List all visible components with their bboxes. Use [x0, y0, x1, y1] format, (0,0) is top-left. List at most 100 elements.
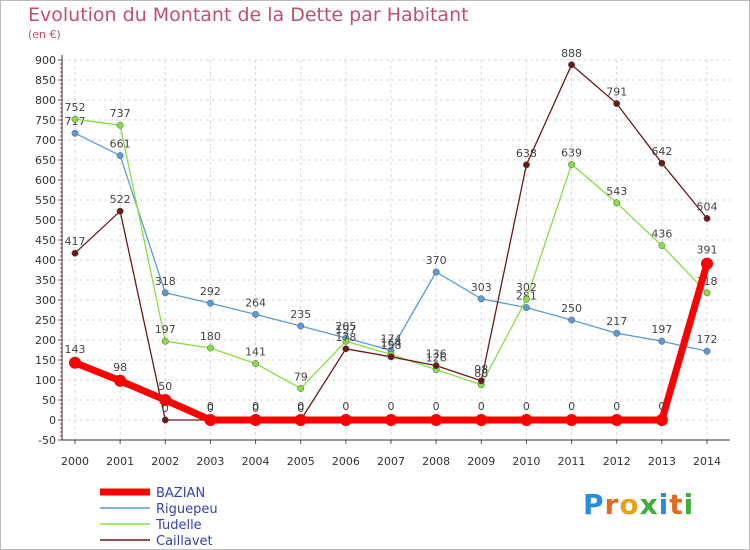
y-tick-label: 500 — [35, 214, 56, 227]
data-point — [610, 414, 623, 426]
data-label: 638 — [516, 147, 537, 160]
data-label: 98 — [113, 361, 127, 374]
x-tick-label: 2006 — [332, 455, 360, 468]
y-tick-label: 800 — [35, 94, 56, 107]
data-label: 436 — [651, 228, 672, 241]
data-label: 197 — [155, 323, 176, 336]
data-point — [655, 414, 668, 426]
y-tick-label: 50 — [42, 394, 56, 407]
data-label: 143 — [65, 343, 86, 356]
data-point — [116, 207, 124, 215]
x-tick-label: 2011 — [558, 455, 586, 468]
data-point — [522, 295, 530, 303]
data-label: 79 — [294, 370, 308, 383]
data-point — [161, 337, 169, 345]
data-point — [613, 199, 621, 207]
data-point — [658, 159, 666, 167]
data-point — [568, 316, 576, 324]
data-point — [249, 414, 262, 426]
y-tick-label: 0 — [49, 414, 56, 427]
x-tick-label: 2014 — [693, 455, 721, 468]
data-point — [701, 257, 713, 270]
data-label: 737 — [110, 107, 131, 120]
y-tick-label: 200 — [35, 334, 56, 347]
data-label: 661 — [110, 138, 131, 151]
logo-letter: P — [583, 488, 605, 521]
data-point — [206, 299, 214, 307]
data-label: 318 — [155, 275, 176, 288]
data-label: 391 — [697, 244, 718, 257]
data-label: 98 — [474, 363, 488, 376]
logo-letter: x — [639, 488, 659, 521]
data-label: 50 — [158, 380, 172, 393]
data-point — [116, 152, 124, 160]
data-label: 292 — [200, 285, 221, 298]
data-label: 141 — [245, 346, 266, 359]
data-label: 791 — [606, 86, 627, 99]
data-label: 0 — [297, 402, 304, 415]
data-label: 174 — [381, 332, 402, 345]
data-point — [114, 374, 127, 387]
logo-letter: t — [669, 488, 684, 521]
data-point — [565, 414, 578, 426]
data-point — [339, 414, 352, 426]
data-point — [297, 384, 305, 392]
data-label: 504 — [697, 200, 718, 213]
data-label: 0 — [568, 400, 575, 413]
y-tick-label: 100 — [35, 374, 56, 387]
x-tick-label: 2008 — [422, 455, 450, 468]
data-label: 0 — [433, 400, 440, 413]
data-point — [342, 345, 350, 353]
x-tick-label: 2010 — [512, 455, 540, 468]
x-tick-label: 2002 — [151, 455, 179, 468]
y-tick-label: 350 — [35, 274, 56, 287]
data-point — [520, 414, 533, 426]
chart-title: Evolution du Montant de la Dette par Hab… — [28, 4, 469, 26]
data-point — [475, 414, 488, 426]
data-point — [613, 100, 621, 108]
data-label: 888 — [561, 47, 582, 60]
data-label: 0 — [613, 400, 620, 413]
data-point — [613, 329, 621, 337]
data-label: 0 — [162, 402, 169, 415]
data-point — [342, 337, 350, 345]
legend-label: Riguepeu — [156, 502, 218, 517]
data-label: 543 — [606, 185, 627, 198]
x-tick-label: 2007 — [377, 455, 405, 468]
data-point — [703, 214, 711, 222]
data-label: 302 — [516, 281, 537, 294]
data-point — [703, 289, 711, 297]
data-label: 0 — [252, 400, 259, 413]
x-tick-label: 2012 — [603, 455, 631, 468]
x-tick-label: 2000 — [61, 455, 89, 468]
data-label: 0 — [252, 402, 259, 415]
data-point — [522, 161, 530, 169]
data-label: 0 — [478, 400, 485, 413]
data-label: 178 — [335, 331, 356, 344]
data-label: 0 — [207, 402, 214, 415]
data-label: 0 — [388, 400, 395, 413]
data-point — [568, 61, 576, 69]
y-tick-label: 750 — [35, 114, 56, 127]
data-label: 172 — [697, 333, 718, 346]
data-point — [432, 362, 440, 370]
data-label: 752 — [65, 101, 86, 114]
data-point — [252, 310, 260, 318]
data-point — [161, 289, 169, 297]
y-tick-label: 600 — [35, 174, 56, 187]
logo-letter: i — [683, 488, 695, 521]
y-tick-label: 850 — [35, 74, 56, 87]
data-label: 0 — [523, 400, 530, 413]
y-tick-label: 650 — [35, 154, 56, 167]
y-tick-label: 550 — [35, 194, 56, 207]
data-point — [387, 353, 395, 361]
y-tick-label: 150 — [35, 354, 56, 367]
y-tick-label: 700 — [35, 134, 56, 147]
data-label: 0 — [297, 400, 304, 413]
data-point — [522, 304, 530, 312]
data-point — [477, 377, 485, 385]
proxiti-logo: Proxiti — [583, 488, 694, 521]
data-label: 303 — [471, 281, 492, 294]
data-label: 205 — [335, 320, 356, 333]
